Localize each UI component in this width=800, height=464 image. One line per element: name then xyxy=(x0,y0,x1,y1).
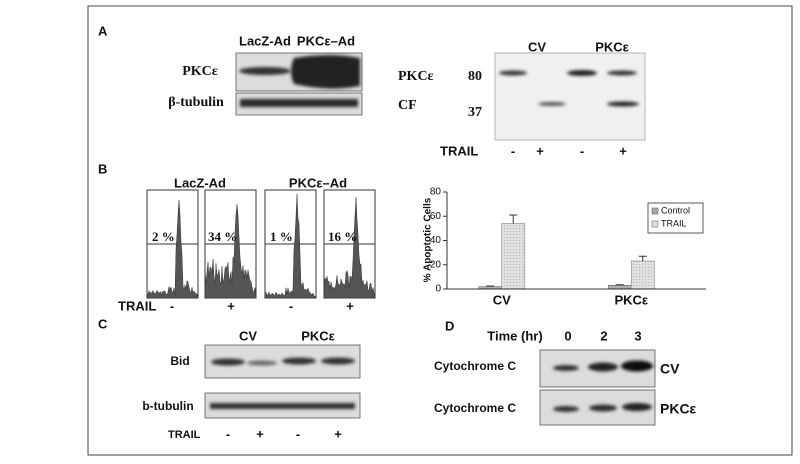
frame xyxy=(87,5,793,456)
blot-a-right xyxy=(494,52,646,141)
legend-swatch xyxy=(651,207,659,215)
histogram-trace xyxy=(323,197,376,299)
error-bar xyxy=(615,284,624,286)
row-label: β-tubulin xyxy=(168,95,224,110)
panel-label: C xyxy=(98,316,108,331)
column-label: PKCε–Ad xyxy=(289,175,347,190)
legend-label: TRAIL xyxy=(661,218,687,228)
treatment-sign: - xyxy=(511,143,515,158)
y-tick-label: 0 xyxy=(435,284,441,295)
row-label: b-tubulin xyxy=(142,399,193,413)
panel-label: B xyxy=(98,161,107,176)
x-tick-label: CV xyxy=(493,292,511,307)
panel-label: D xyxy=(445,318,454,333)
row-label: CF xyxy=(398,98,417,113)
y-axis-label: % Apoptotic Cells xyxy=(423,197,434,282)
marker-label: 37 xyxy=(468,105,482,120)
marker-label: 80 xyxy=(468,69,482,84)
row-label: PKCε xyxy=(398,69,434,84)
blot-c xyxy=(204,344,361,419)
time-label: Time (hr) xyxy=(487,328,542,343)
y-tick-label: 20 xyxy=(430,259,442,270)
percentage: 1 % xyxy=(270,229,293,244)
y-tick-label: 60 xyxy=(430,211,442,222)
row-label: Cytochrome C xyxy=(434,401,516,415)
treatment-label: TRAIL xyxy=(440,143,478,158)
treatment-sign: - xyxy=(289,298,293,313)
bar-texture xyxy=(608,285,632,289)
treatment-sign: + xyxy=(227,298,235,313)
histogram-trace xyxy=(264,193,317,299)
treatment-sign: + xyxy=(619,143,627,158)
panel-label: A xyxy=(98,23,108,38)
y-tick-label: 40 xyxy=(430,235,442,246)
condition-label: CV xyxy=(660,361,680,377)
blot-a-left xyxy=(235,52,363,116)
bar-chart: 0 20 40 60 80 CV PKCε Control TRAIL xyxy=(430,187,706,307)
bar-texture xyxy=(631,261,655,289)
column-label: PKCε xyxy=(595,39,629,54)
column-label: LacZ-Ad xyxy=(174,175,226,190)
histogram-trace xyxy=(204,204,257,299)
percentage: 34 % xyxy=(208,229,237,244)
column-label: CV xyxy=(239,328,257,343)
time-value: 0 xyxy=(564,328,571,343)
error-bar xyxy=(509,214,518,224)
row-label: PKCε xyxy=(182,64,218,79)
column-label: CV xyxy=(528,39,546,54)
treatment-sign: + xyxy=(536,143,544,158)
treatment-sign: + xyxy=(256,426,264,441)
row-label: Bid xyxy=(170,354,189,368)
treatment-label: TRAIL xyxy=(168,429,201,441)
treatment-label: TRAIL xyxy=(118,298,156,313)
bar-texture xyxy=(478,286,502,289)
percentage: 2 % xyxy=(152,229,175,244)
x-tick-label: PKCε xyxy=(614,292,648,307)
treatment-sign: - xyxy=(296,426,300,441)
error-bar xyxy=(638,255,647,262)
error-bar xyxy=(486,285,495,287)
treatment-sign: - xyxy=(170,298,174,313)
column-label: LacZ-Ad xyxy=(239,33,291,48)
condition-label: PKCε xyxy=(660,401,697,417)
bar-texture xyxy=(501,223,525,289)
blot-d xyxy=(539,349,656,426)
percentage: 16 % xyxy=(328,229,357,244)
row-label: Cytochrome C xyxy=(434,359,516,373)
legend-swatch xyxy=(651,220,659,228)
legend-label: Control xyxy=(661,205,690,215)
y-tick-label: 80 xyxy=(430,187,442,198)
histograms xyxy=(146,189,376,299)
column-label: PKCε xyxy=(301,328,335,343)
treatment-sign: - xyxy=(226,426,230,441)
time-value: 3 xyxy=(634,328,641,343)
treatment-sign: + xyxy=(334,426,342,441)
histogram-trace xyxy=(146,200,199,299)
column-label: PKCε–Ad xyxy=(297,33,355,48)
treatment-sign: - xyxy=(580,143,584,158)
time-value: 2 xyxy=(600,328,607,343)
treatment-sign: + xyxy=(346,298,354,313)
